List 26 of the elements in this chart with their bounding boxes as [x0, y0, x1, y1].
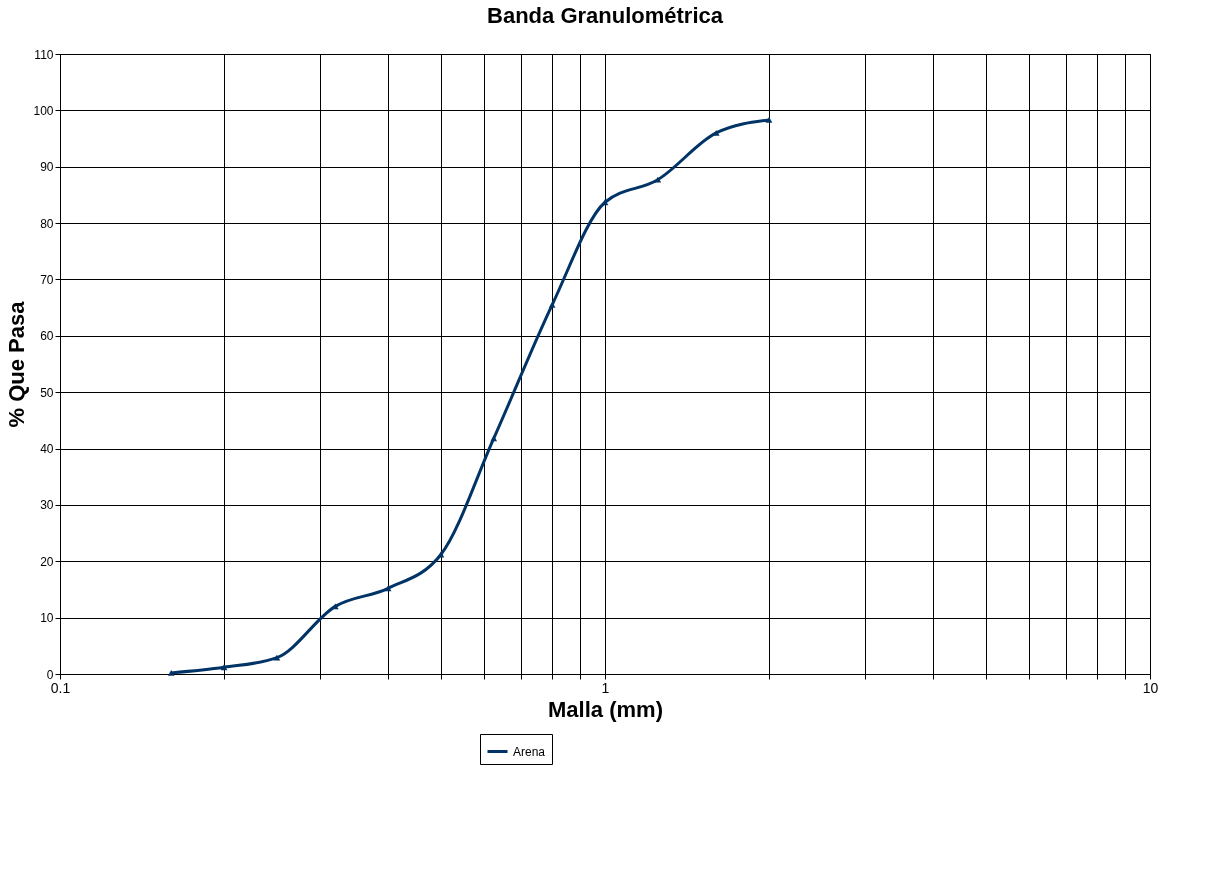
point — [654, 176, 662, 183]
x-axis-title: Malla (mm) — [548, 696, 663, 722]
y-tick-label: 0 — [46, 667, 54, 682]
y-tick-label: 40 — [40, 442, 54, 457]
y-axis-title: % Que Pasa — [4, 300, 30, 428]
y-tick-label: 60 — [40, 329, 54, 344]
point — [548, 301, 556, 308]
y-tick-label: 80 — [40, 216, 54, 231]
point — [220, 664, 228, 671]
y-tick-label: 100 — [33, 103, 54, 118]
y-tick-label: 10 — [40, 611, 54, 626]
y-tick-label: 30 — [40, 498, 54, 513]
point — [384, 585, 392, 592]
point — [273, 654, 281, 661]
x-tick-label: 10 — [1142, 679, 1159, 696]
y-tick-label: 20 — [40, 554, 54, 569]
point — [167, 669, 175, 676]
point — [765, 117, 773, 123]
x-tick-label: 1 — [601, 679, 610, 696]
y-tick-label: 90 — [40, 160, 54, 175]
chart-title: Banda Granulométrica — [487, 3, 724, 28]
y-tick-label: 70 — [40, 272, 54, 287]
x-tick-label: 0.1 — [50, 679, 71, 696]
y-tick-label: 110 — [34, 47, 54, 62]
legend-label: Arena — [513, 744, 546, 759]
y-tick-label: 50 — [40, 385, 54, 400]
